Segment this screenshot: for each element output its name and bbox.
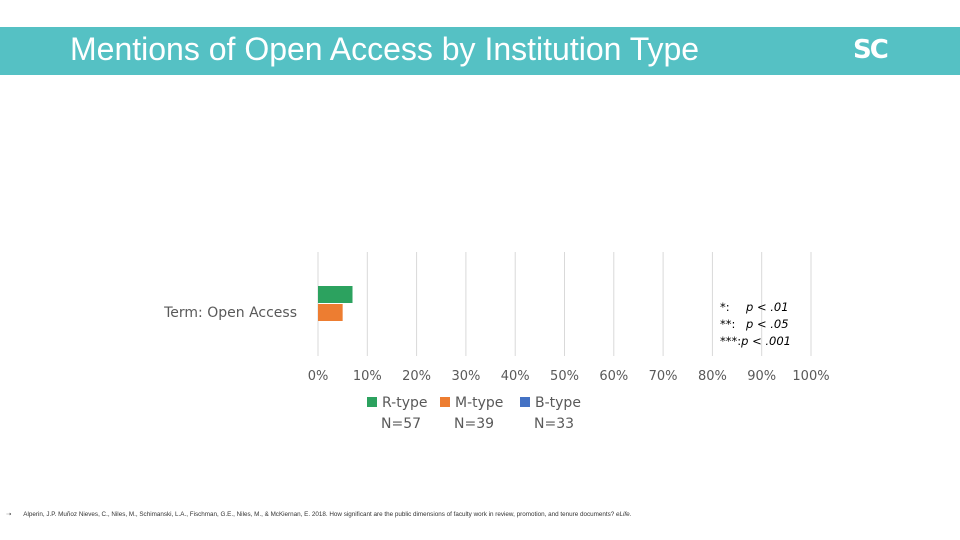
- legend-n-m-type: N=39: [454, 416, 495, 432]
- x-tick-label: 20%: [402, 369, 431, 384]
- legend-swatch-b-type: [520, 397, 530, 407]
- x-tick-label: 40%: [501, 369, 530, 384]
- logo-s: S: [853, 35, 872, 65]
- sig-line-2: **: p < .05: [720, 316, 791, 333]
- x-tick-label: 30%: [451, 369, 480, 384]
- x-tick-label: 70%: [649, 369, 678, 384]
- logo-c: C: [869, 35, 889, 65]
- sig-stars-2: **:: [720, 317, 736, 331]
- sig-line-3: ***:p < .001: [720, 333, 791, 350]
- sig-text-2: p < .05: [746, 317, 789, 331]
- category-label: Term: Open Access: [163, 305, 297, 321]
- significance-key: *: p < .01 **: p < .05 ***:p < .001: [720, 299, 791, 350]
- sc-logo: SC: [853, 35, 889, 65]
- x-tick-label: 80%: [698, 369, 727, 384]
- bar-r-type: [318, 286, 353, 303]
- title-bar: Mentions of Open Access by Institution T…: [0, 27, 960, 75]
- arrow-icon: ➝: [6, 511, 12, 518]
- citation-journal: eLife.: [616, 511, 632, 518]
- sig-text-3: p < .001: [741, 334, 791, 348]
- legend-n-b-type: N=33: [534, 416, 575, 432]
- sig-text-1: p < .01: [746, 300, 789, 314]
- sig-stars-3: ***:: [720, 334, 742, 348]
- legend-label-m-type: M-type: [455, 395, 504, 411]
- x-tick-label: 90%: [747, 369, 776, 384]
- legend-swatch-m-type: [440, 397, 450, 407]
- x-tick-label: 100%: [792, 369, 829, 384]
- legend-swatch-r-type: [367, 397, 377, 407]
- citation-footer: ➝ Alperin, J.P. Muñoz Nieves, C., Niles, …: [6, 511, 631, 518]
- citation-text: Alperin, J.P. Muñoz Nieves, C., Niles, M…: [23, 511, 615, 518]
- legend-label-b-type: B-type: [535, 395, 581, 411]
- legend-n-r-type: N=57: [381, 416, 422, 432]
- bar-m-type: [318, 304, 343, 321]
- legend-label-r-type: R-type: [382, 395, 428, 411]
- legend-item-r-type: R-type: [367, 395, 428, 411]
- slide-title: Mentions of Open Access by Institution T…: [70, 31, 700, 67]
- x-tick-label: 60%: [599, 369, 628, 384]
- sig-line-1: *: p < .01: [720, 299, 791, 316]
- x-tick-label: 50%: [550, 369, 579, 384]
- x-tick-label: 10%: [353, 369, 382, 384]
- legend-item-b-type: B-type: [520, 395, 581, 411]
- sig-stars-1: *:: [720, 300, 730, 314]
- legend-item-m-type: M-type: [440, 395, 503, 411]
- x-tick-label: 0%: [308, 369, 329, 384]
